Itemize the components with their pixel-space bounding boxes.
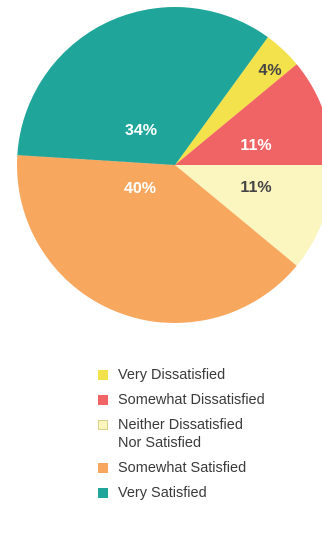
slice-data-label: 4% xyxy=(258,62,281,79)
legend-item-somewhat-satisfied: Somewhat Satisfied xyxy=(98,459,265,477)
legend-label: Somewhat Dissatisfied xyxy=(118,392,265,408)
legend-label-line-2: Nor Satisfied xyxy=(118,435,202,451)
legend-label: Very Dissatisfied xyxy=(118,367,226,383)
legend-swatch xyxy=(98,488,108,498)
pie-slice xyxy=(16,155,297,323)
legend-swatch xyxy=(98,395,108,405)
legend-item-somewhat-dissatisfied: Somewhat Dissatisfied xyxy=(98,391,265,409)
legend-label: Very Satisfied xyxy=(118,485,207,501)
slice-data-label: 11% xyxy=(240,179,271,196)
slice-data-label: 34% xyxy=(125,122,157,139)
legend: Very Dissatisfied Somewhat Dissatisfied … xyxy=(98,366,265,502)
slice-data-label: 11% xyxy=(240,137,271,154)
pie-slice xyxy=(175,165,322,266)
pie-slice xyxy=(175,37,297,165)
legend-item-very-satisfied: Very Satisfied xyxy=(98,484,265,502)
pie-chart: 4% 11% 11% 40% 34% xyxy=(16,7,322,323)
pie-slice xyxy=(17,7,268,166)
legend-swatch xyxy=(98,420,108,430)
legend-swatch xyxy=(98,370,108,380)
legend-label: Somewhat Satisfied xyxy=(118,460,247,476)
slice-data-label: 40% xyxy=(124,180,156,197)
legend-swatch xyxy=(98,463,108,473)
legend-item-neither: Neither Dissatisfied Nor Satisfied xyxy=(98,416,265,452)
legend-label-line-1: Neither Dissatisfied xyxy=(118,417,243,433)
legend-item-very-dissatisfied: Very Dissatisfied xyxy=(98,366,265,384)
pie-slice xyxy=(175,64,322,165)
